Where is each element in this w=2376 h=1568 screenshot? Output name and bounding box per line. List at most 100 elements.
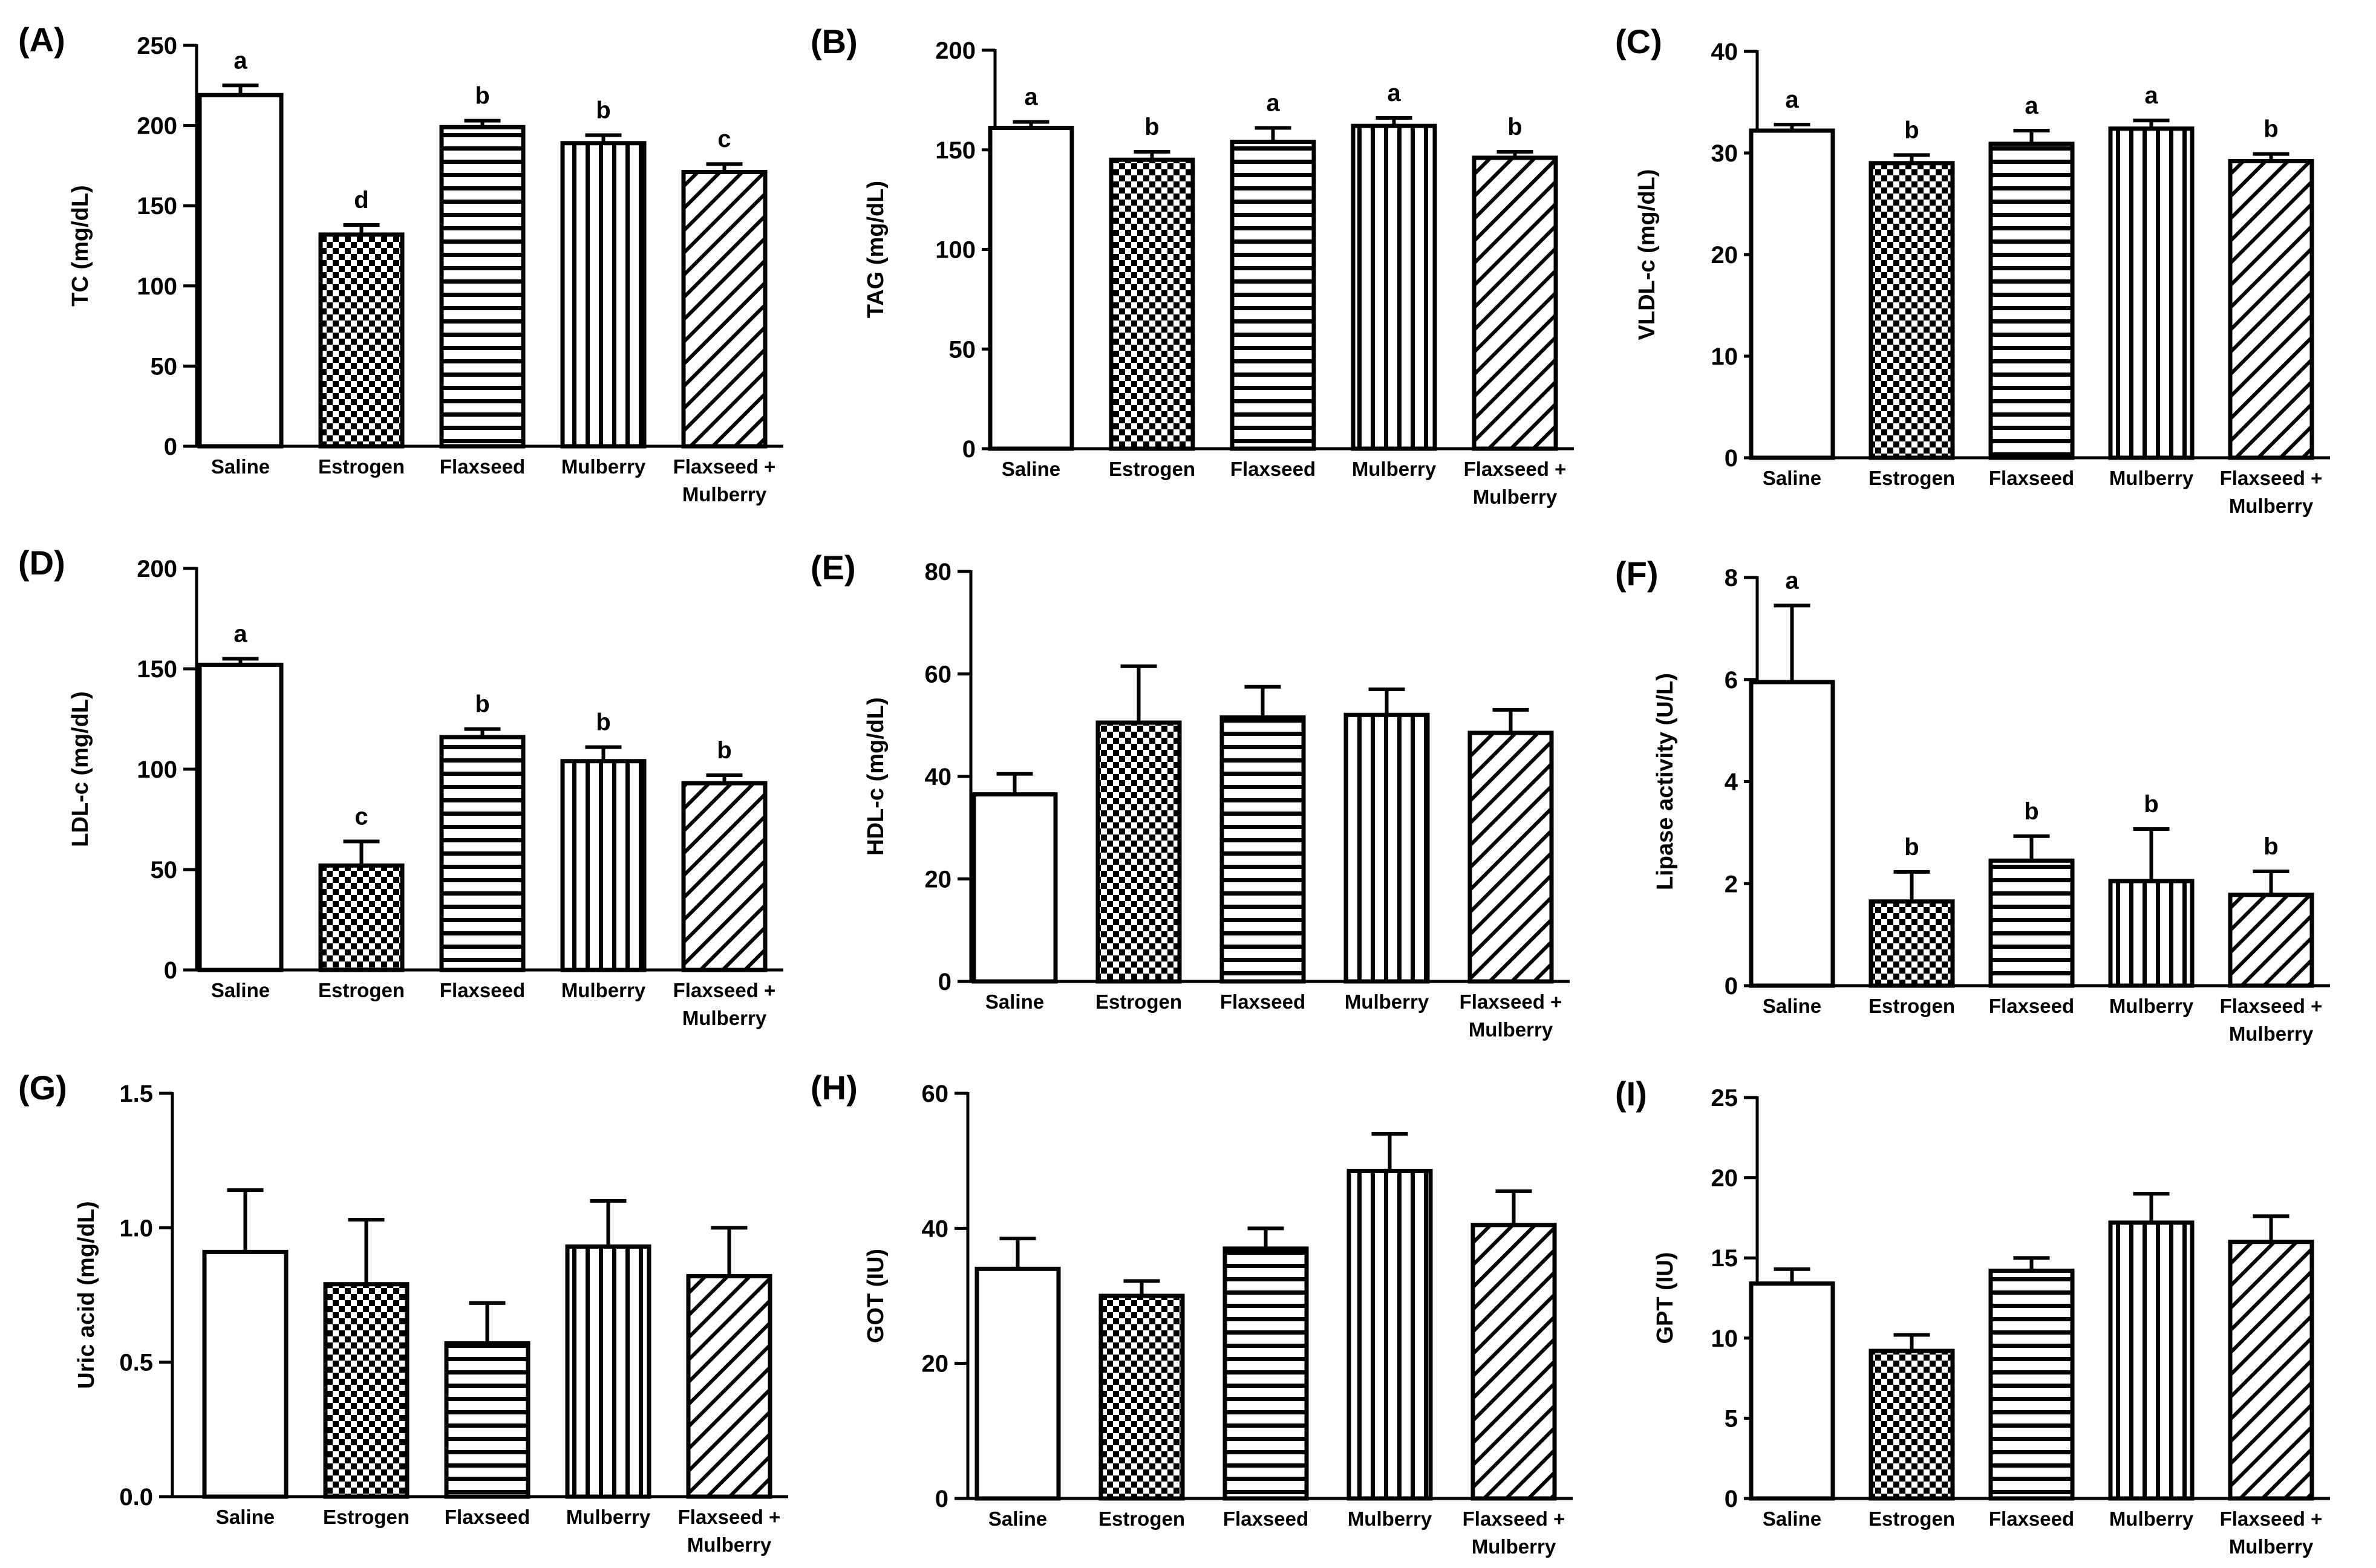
- category-label: Mulberry: [1352, 458, 1437, 480]
- y-tick-label: 20: [1711, 1165, 1738, 1192]
- y-tick-label: 150: [935, 137, 976, 164]
- significance-letter: a: [1266, 90, 1280, 117]
- y-tick-label: 8: [1725, 565, 1738, 591]
- y-tick-label: 0.5: [119, 1350, 153, 1376]
- bar-diagonal-lines-pattern: [1470, 1223, 1557, 1501]
- category-label: Mulberry: [2109, 995, 2194, 1017]
- panel-letter: (A): [18, 21, 65, 59]
- category-label: Saline: [985, 991, 1044, 1013]
- bar-blank-pattern: [988, 126, 1074, 451]
- bar-diagonal-lines-pattern: [2228, 1240, 2314, 1501]
- bar-checkered-pattern: [1868, 161, 1955, 460]
- category-label: Estrogen: [1109, 458, 1195, 480]
- significance-letter: b: [717, 737, 731, 764]
- bar-vertical-lines-pattern: [1351, 123, 1437, 451]
- bar-checkered-pattern: [1098, 1293, 1185, 1501]
- bar-diagonal-lines-pattern: [1472, 155, 1558, 451]
- category-label: Estrogen: [1868, 467, 1955, 489]
- category-label: Flaxseed: [440, 455, 525, 478]
- bar-horizontal-lines-pattern: [444, 1341, 530, 1499]
- category-label: Saline: [211, 455, 270, 478]
- panel-letter: (E): [811, 548, 856, 587]
- bar-checkered-pattern: [1868, 899, 1955, 988]
- significance-letter: d: [354, 187, 368, 213]
- bar-blank-pattern: [1749, 1281, 1835, 1501]
- bar-blank-pattern: [971, 792, 1058, 984]
- significance-letter: b: [2024, 798, 2038, 825]
- y-tick-label: 60: [925, 662, 952, 688]
- category-label: Flaxseed: [445, 1506, 530, 1528]
- category-label: Estrogen: [1868, 1508, 1955, 1530]
- significance-letter: b: [475, 83, 489, 109]
- significance-letter: a: [233, 620, 247, 647]
- bar-checkered-pattern: [323, 1282, 410, 1499]
- bar-vertical-lines-pattern: [2108, 126, 2195, 460]
- bar-diagonal-lines-pattern: [1467, 730, 1554, 984]
- y-tick-label: 20: [1711, 242, 1738, 268]
- panel-6: (F) 0 2 4 6 8 Lipase activity (U/L) a Saline b Est…: [1615, 555, 2330, 1045]
- y-tick-label: 20: [922, 1351, 949, 1378]
- y-tick-label: 40: [1711, 39, 1738, 65]
- category-label: Estrogen: [318, 979, 405, 1001]
- y-tick-label: 1.0: [119, 1215, 153, 1241]
- category-label: Flaxseed + Mulberry: [1463, 1508, 1565, 1558]
- category-label: Estrogen: [1095, 991, 1182, 1013]
- category-label: Mulberry: [566, 1506, 651, 1528]
- y-axis-title: HDL-c (mg/dL): [863, 697, 889, 856]
- bar-diagonal-lines-pattern: [681, 781, 768, 972]
- bar-vertical-lines-pattern: [1346, 1168, 1433, 1501]
- bar-checkered-pattern: [318, 232, 405, 449]
- significance-letter: b: [596, 97, 610, 124]
- category-label: Estrogen: [1868, 995, 1955, 1017]
- y-tick-label: 0.0: [119, 1484, 153, 1511]
- category-label: Saline: [988, 1508, 1047, 1530]
- category-label: Saline: [216, 1506, 275, 1528]
- bar-checkered-pattern: [1868, 1348, 1955, 1501]
- bar-vertical-lines-pattern: [560, 141, 647, 449]
- category-label: Flaxseed: [1230, 458, 1316, 480]
- category-label: Flaxseed + Mulberry: [2220, 995, 2323, 1045]
- y-axis-title: Uric acid (mg/dL): [74, 1201, 99, 1388]
- y-tick-label: 20: [925, 867, 952, 893]
- y-tick-label: 60: [922, 1081, 949, 1107]
- significance-letter: a: [1785, 86, 1799, 113]
- bar-blank-pattern: [1749, 128, 1835, 460]
- category-label: Flaxseed + Mulberry: [673, 979, 776, 1029]
- bar-diagonal-lines-pattern: [681, 170, 768, 449]
- category-label: Mulberry: [2109, 467, 2194, 489]
- category-label: Flaxseed + Mulberry: [2220, 1508, 2323, 1558]
- y-tick-label: 200: [137, 556, 177, 582]
- category-label: Flaxseed: [1989, 467, 2074, 489]
- category-label: Estrogen: [318, 455, 405, 478]
- panel-2: (B) 0 50 100 150 200 TAG (mg/dL) a Saline b Estrog…: [811, 22, 1574, 508]
- y-tick-label: 100: [137, 273, 177, 300]
- y-axis-title: TAG (mg/dL): [863, 181, 889, 318]
- panel-3: (C) 0 10 20 30 40 VLDL-c (mg/dL) a Saline b Estrog…: [1615, 22, 2330, 517]
- category-label: Mulberry: [1345, 991, 1429, 1013]
- y-tick-label: 5: [1725, 1405, 1738, 1432]
- significance-letter: b: [2263, 833, 2278, 860]
- bar-horizontal-lines-pattern: [1230, 140, 1316, 451]
- bar-checkered-pattern: [318, 863, 405, 972]
- y-tick-label: 200: [137, 113, 177, 140]
- y-tick-label: 100: [935, 237, 976, 264]
- category-label: Estrogen: [1098, 1508, 1185, 1530]
- significance-letter: a: [2144, 82, 2158, 109]
- bar-vertical-lines-pattern: [565, 1244, 651, 1499]
- panel-letter: (F): [1615, 555, 1659, 593]
- category-label: Saline: [211, 979, 270, 1001]
- y-axis-title: TC (mg/dL): [68, 185, 93, 307]
- significance-letter: a: [233, 47, 247, 74]
- y-tick-label: 250: [137, 33, 177, 59]
- y-tick-label: 150: [137, 656, 177, 683]
- y-axis-title: GPT (IU): [1653, 1252, 1678, 1344]
- panel-letter: (G): [18, 1069, 67, 1107]
- category-label: Mulberry: [2109, 1508, 2194, 1530]
- category-label: Flaxseed + Mulberry: [1464, 458, 1567, 508]
- y-tick-label: 0: [1725, 445, 1738, 472]
- significance-letter: b: [2144, 791, 2158, 818]
- panel-5: (E) 0 20 40 60 80 HDL-c (mg/dL) Saline Estrogen F…: [811, 548, 1570, 1041]
- panel-8: (H) 0 20 40 60 GOT (IU) Saline Estrogen Flaxseed…: [811, 1069, 1573, 1558]
- category-label: Flaxseed + Mulberry: [678, 1506, 781, 1556]
